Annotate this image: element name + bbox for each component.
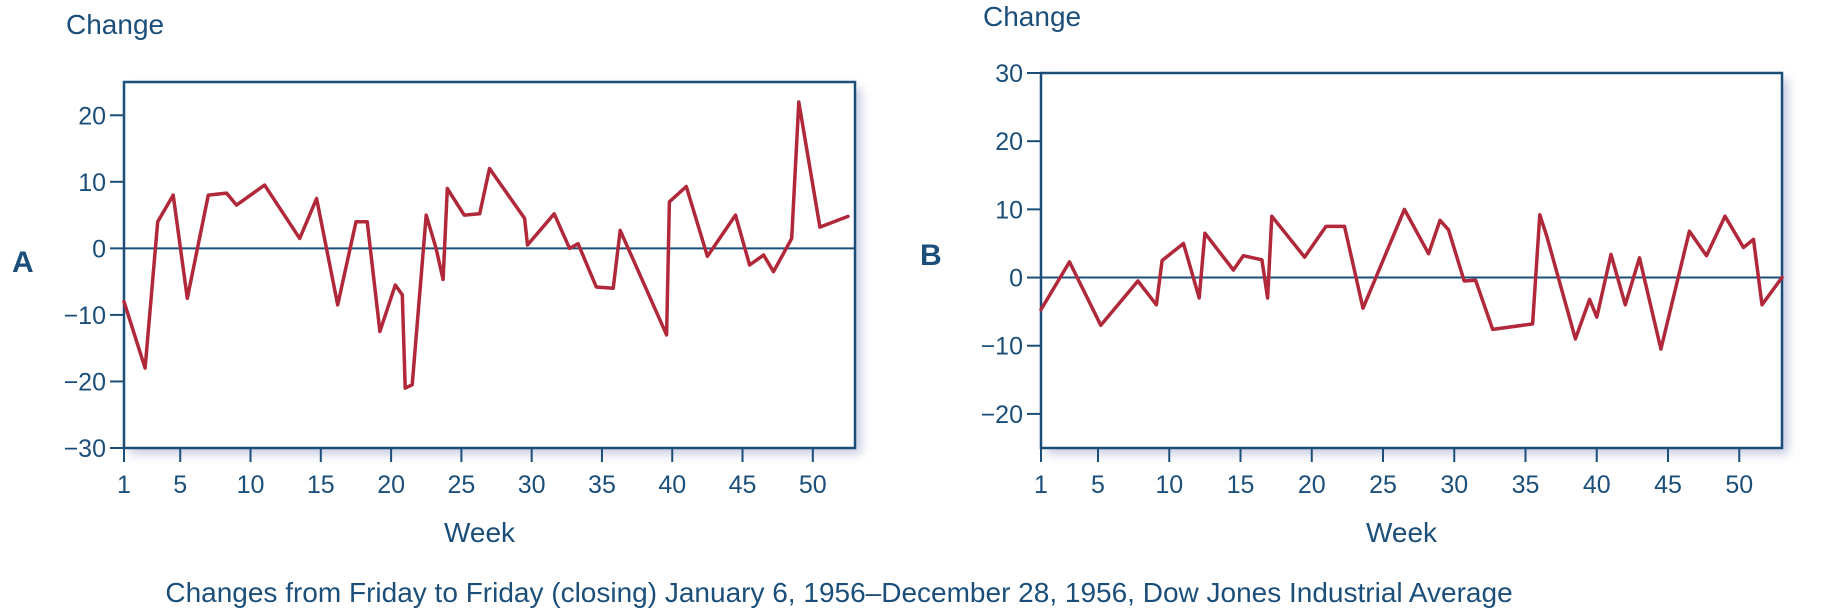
- x-tick-label: 35: [1512, 471, 1540, 499]
- y-tick-label: 30: [995, 60, 1023, 88]
- figure-caption: Changes from Friday to Friday (closing) …: [165, 577, 1512, 608]
- y-tick-label: 20: [995, 128, 1023, 156]
- x-tick-label: 35: [588, 471, 616, 499]
- x-tick-label: 5: [173, 471, 187, 499]
- x-tick-label: 1: [117, 471, 131, 499]
- x-tick-label: 10: [237, 471, 265, 499]
- y-axis-title: Change: [66, 9, 164, 40]
- x-tick-label: 45: [1654, 471, 1682, 499]
- x-tick-label: 20: [377, 471, 405, 499]
- x-tick-label: 40: [658, 471, 686, 499]
- plot-frame: [122, 80, 857, 450]
- x-tick-label: 25: [447, 471, 475, 499]
- y-tick-label: −30: [64, 435, 106, 463]
- y-tick-label: 10: [995, 196, 1023, 224]
- x-tick-label: 30: [518, 471, 546, 499]
- x-tick-label: 40: [1583, 471, 1611, 499]
- series-line: [122, 100, 850, 390]
- x-tick-label: 15: [1227, 471, 1255, 499]
- y-tick-label: 0: [92, 235, 106, 263]
- y-tick-label: 0: [1009, 265, 1023, 293]
- x-tick-label: 50: [1725, 471, 1753, 499]
- x-tick-label: 30: [1440, 471, 1468, 499]
- panel-label: B: [920, 239, 942, 272]
- x-tick-label: 50: [799, 471, 827, 499]
- series-line: [1039, 207, 1784, 351]
- x-tick-label: 20: [1298, 471, 1326, 499]
- y-tick-label: 10: [78, 169, 106, 197]
- x-tick-label: 1: [1034, 471, 1048, 499]
- y-tick-label: 20: [78, 102, 106, 130]
- x-tick-label: 10: [1155, 471, 1183, 499]
- x-tick-label: 25: [1369, 471, 1397, 499]
- x-tick-label: 15: [307, 471, 335, 499]
- y-axis-title: Change: [983, 1, 1081, 32]
- y-tick-label: −10: [64, 302, 106, 330]
- x-axis-title: Week: [1366, 517, 1438, 548]
- x-axis-title: Week: [444, 517, 516, 548]
- x-tick-label: 5: [1091, 471, 1105, 499]
- x-tick-label: 45: [729, 471, 757, 499]
- y-tick-label: −20: [64, 368, 106, 396]
- plot-frame: [1039, 71, 1784, 450]
- y-tick-label: −20: [981, 401, 1023, 429]
- panel-label: A: [12, 246, 34, 279]
- y-tick-label: −10: [981, 333, 1023, 361]
